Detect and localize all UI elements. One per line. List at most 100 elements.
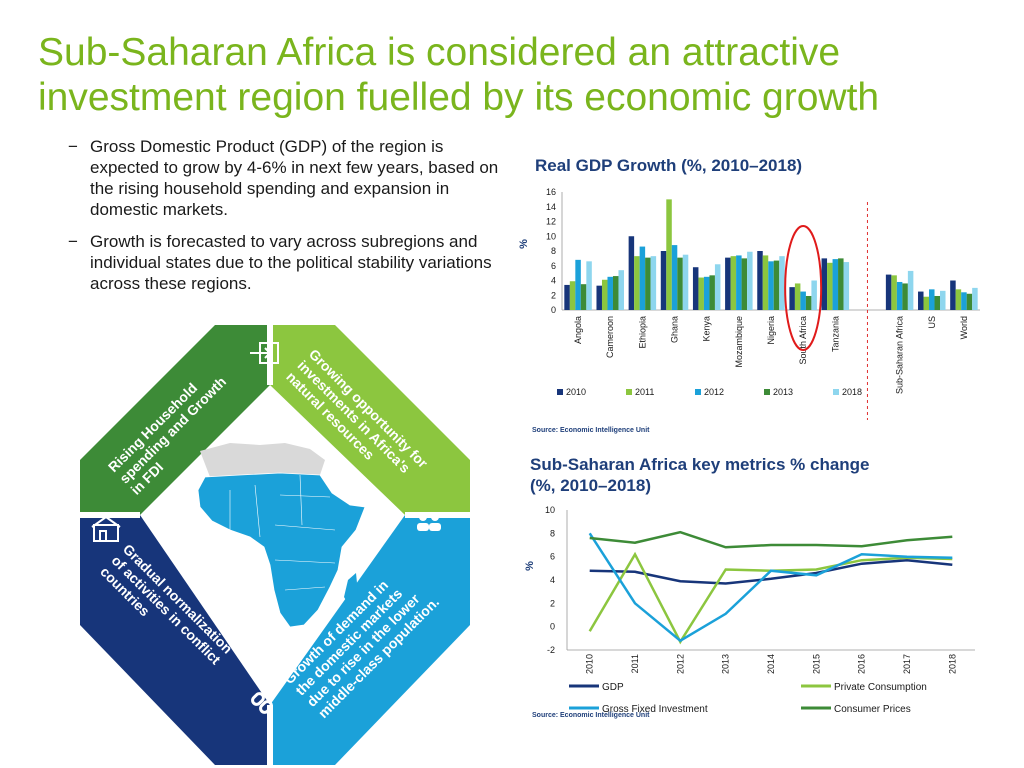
bullet-text: Gross Domestic Product (GDP) of the regi… <box>90 137 499 219</box>
panel-household <box>80 325 270 515</box>
bar <box>725 257 731 310</box>
bar <box>666 199 672 310</box>
legend-swatch <box>764 389 770 395</box>
legend-label: 2018 <box>842 387 862 397</box>
x-tick-label: 2010 <box>585 654 595 674</box>
y-tick-label: 16 <box>546 187 556 197</box>
y-tick-label: 10 <box>545 505 555 515</box>
bar-chart-title: Real GDP Growth (%, 2010–2018) <box>535 156 803 175</box>
bar <box>618 270 624 310</box>
y-tick-label: 0 <box>551 305 556 315</box>
x-tick-label: 2011 <box>630 654 640 673</box>
bar <box>714 264 721 310</box>
bar <box>682 254 689 310</box>
link-icon <box>251 692 273 714</box>
house-icon <box>91 515 121 542</box>
bar <box>757 251 763 310</box>
bar <box>950 280 956 310</box>
bullet-marker: − <box>68 137 78 156</box>
bullet-item: − Growth is forecasted to vary across sub… <box>68 231 508 294</box>
bar <box>800 291 806 310</box>
bar <box>645 257 651 310</box>
bar <box>779 256 785 310</box>
x-tick-label: 2014 <box>766 654 776 674</box>
bar <box>972 287 978 310</box>
legend-label: 2013 <box>773 387 793 397</box>
legend-label: GDP <box>602 682 624 693</box>
bar <box>966 293 973 310</box>
bar <box>736 255 742 310</box>
y-tick-label: -2 <box>547 645 555 655</box>
africa-map-icon <box>197 443 366 628</box>
bar <box>741 258 748 310</box>
bar <box>580 284 587 310</box>
bar <box>586 261 592 310</box>
bar <box>660 251 667 310</box>
x-tick-label: Angola <box>573 316 583 344</box>
legend-swatch <box>557 389 563 395</box>
gdp-growth-bar-chart: 0 2 4 6 8 10 12 14 16% Angola Cameroon Ethiopia Ghan… <box>518 187 980 420</box>
bar <box>768 261 774 310</box>
bar <box>709 275 715 310</box>
bar <box>607 276 613 310</box>
bar <box>821 258 828 310</box>
bar <box>907 270 914 310</box>
bar <box>918 291 924 310</box>
y-tick-label: 6 <box>550 552 555 562</box>
bar <box>575 259 581 310</box>
y-tick-label: 4 <box>551 276 556 286</box>
x-tick-label: Mozambique <box>734 316 744 368</box>
x-tick-label: Kenya <box>702 316 712 342</box>
bar <box>601 279 608 310</box>
bar <box>843 262 850 310</box>
legend-label: 2010 <box>566 387 586 397</box>
bar <box>703 276 710 310</box>
bar <box>634 256 640 310</box>
bar <box>838 258 844 310</box>
enter-icon <box>250 342 279 364</box>
x-tick-label: 2012 <box>675 654 685 674</box>
bullet-list: − Gross Domestic Product (GDP) of the reg… <box>68 136 508 305</box>
bar <box>692 267 699 310</box>
bar-chart-source: Source: Economic Intelligence Unit <box>532 427 650 434</box>
bar <box>730 256 737 310</box>
y-tick-label: 2 <box>550 598 555 608</box>
legend-label: Consumer Prices <box>834 704 911 715</box>
y-tick-label: 10 <box>546 231 556 241</box>
bullet-marker: − <box>68 232 78 251</box>
bar <box>794 283 801 310</box>
page-title: Sub-Saharan Africa is considered an attr… <box>38 31 880 119</box>
people-icon <box>417 513 441 531</box>
y-tick-label: 12 <box>546 217 556 227</box>
bar <box>805 295 812 310</box>
x-tick-label: 2016 <box>857 654 867 674</box>
series-line <box>589 530 953 549</box>
legend-swatch <box>695 389 701 395</box>
drivers-diamond: Rising Householdspending and Growthin FD… <box>80 325 470 765</box>
bullet-text: Growth is forecasted to vary across subr… <box>90 232 492 293</box>
bar <box>832 259 839 310</box>
bar <box>902 283 908 310</box>
y-tick-label: 8 <box>551 246 556 256</box>
bar <box>698 277 704 310</box>
bar <box>934 295 941 310</box>
x-tick-label: 2015 <box>811 654 821 674</box>
legend-label: Private Consumption <box>834 682 927 693</box>
bar <box>891 275 897 310</box>
bar <box>940 290 946 310</box>
x-tick-label: Tanzania <box>830 316 840 352</box>
legend-swatch <box>833 389 839 395</box>
y-tick-label: 0 <box>550 622 555 632</box>
bar <box>773 260 780 310</box>
panel-conflict-normalization <box>80 515 270 765</box>
bar <box>762 255 769 310</box>
bar <box>961 292 967 310</box>
series-line <box>589 558 953 585</box>
y-tick-label: 6 <box>551 261 556 271</box>
bar <box>596 285 602 310</box>
series-line <box>588 532 953 643</box>
y-tick-label: 4 <box>550 575 555 585</box>
y-tick-label: 14 <box>546 202 556 212</box>
bar <box>955 289 962 310</box>
legend-label: Gross Fixed Investment <box>602 704 708 715</box>
